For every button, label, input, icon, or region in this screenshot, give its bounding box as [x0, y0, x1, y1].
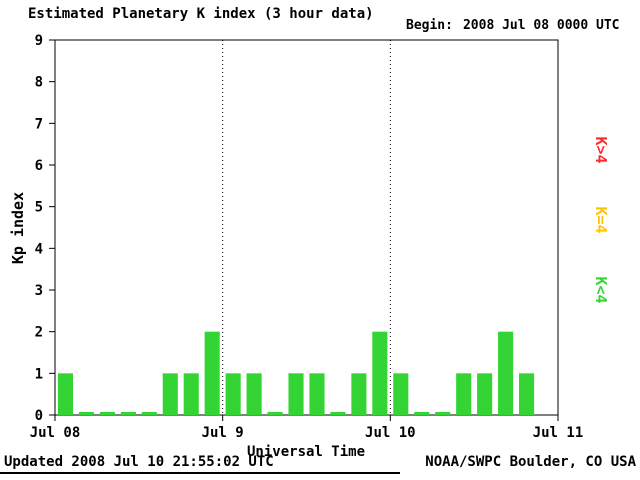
kp-bar: [372, 331, 388, 415]
kp-bar: [393, 373, 409, 415]
updated-timestamp: Updated 2008 Jul 10 21:55:02 UTC: [4, 454, 274, 470]
kp-bar: [246, 373, 262, 415]
kp-bar: [519, 373, 535, 415]
y-tick-label: 7: [35, 116, 43, 132]
kp-bar: [57, 373, 74, 415]
chart-title: Estimated Planetary K index (3 hour data…: [28, 6, 374, 22]
kp-bar: [414, 412, 430, 415]
kp-bar: [225, 373, 241, 415]
y-tick-label: 8: [35, 75, 43, 91]
kp-bar: [183, 373, 199, 415]
y-tick-label: 2: [35, 325, 43, 341]
plot-border: [54, 39, 559, 416]
source-credit: NOAA/SWPC Boulder, CO USA: [425, 454, 636, 470]
legend-k-lt-4: K<4: [592, 276, 610, 304]
kp-bar: [435, 412, 451, 415]
x-tick-label: Jul 10: [365, 425, 416, 441]
kp-bar: [456, 373, 472, 415]
begin-timestamp: Begin: 2008 Jul 08 0000 UTC: [406, 18, 620, 33]
begin-label: Begin:: [406, 18, 453, 33]
y-tick-label: 3: [35, 283, 43, 299]
x-axis-label: Universal Time: [246, 444, 366, 460]
legend-k-gt-4: K>4: [592, 136, 610, 164]
y-tick-label: 1: [35, 366, 43, 382]
y-tick-label: 5: [35, 200, 43, 216]
kp-bar: [78, 412, 94, 415]
kp-bar: [162, 373, 178, 415]
x-tick-label: Jul 9: [202, 425, 244, 441]
y-tick-label: 0: [35, 408, 43, 424]
y-tick-label: 4: [35, 241, 43, 257]
x-tick-label: Jul 08: [30, 425, 81, 441]
kp-bar: [477, 373, 493, 415]
x-tick-label: Jul 11: [533, 425, 584, 441]
kp-bar: [351, 373, 367, 415]
kp-bar: [288, 373, 304, 415]
kp-bar: [309, 373, 325, 415]
legend-k-eq-4: K=4: [592, 206, 610, 234]
y-tick-label: 9: [35, 33, 43, 49]
y-axis-label: Kp index: [9, 191, 27, 265]
kp-bar: [204, 331, 220, 415]
kp-bar: [267, 412, 283, 415]
kp-bar: [141, 412, 157, 415]
kp-bar: [498, 331, 514, 415]
begin-value: 2008 Jul 08 0000 UTC: [462, 18, 620, 33]
kp-bar: [120, 412, 136, 415]
y-tick-label: 6: [35, 158, 43, 174]
kp-bar: [99, 412, 115, 415]
kp-bar: [330, 412, 346, 415]
footer-divider: [0, 472, 400, 474]
